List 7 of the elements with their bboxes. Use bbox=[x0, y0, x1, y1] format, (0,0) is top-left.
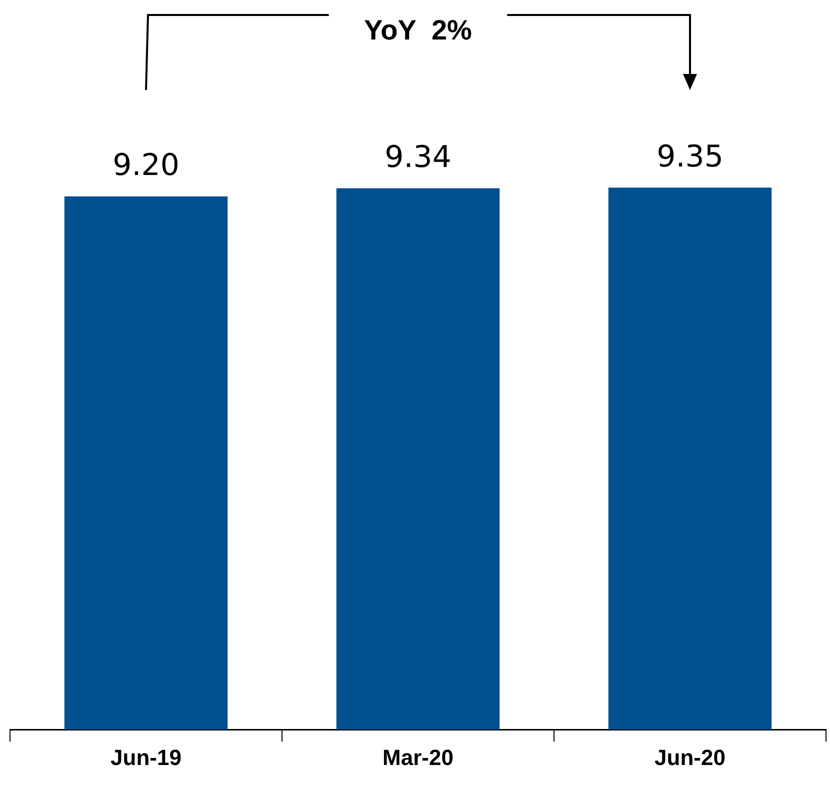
x-tick-label: Mar-20 bbox=[382, 744, 454, 770]
data-label: 9.20 bbox=[112, 148, 180, 184]
data-label: 9.34 bbox=[384, 140, 452, 176]
x-tick-label: Jun-20 bbox=[654, 744, 726, 770]
data-label: 9.35 bbox=[656, 139, 724, 174]
x-tick-label: Jun-19 bbox=[110, 744, 182, 770]
text: YoY 2% bbox=[364, 14, 472, 46]
